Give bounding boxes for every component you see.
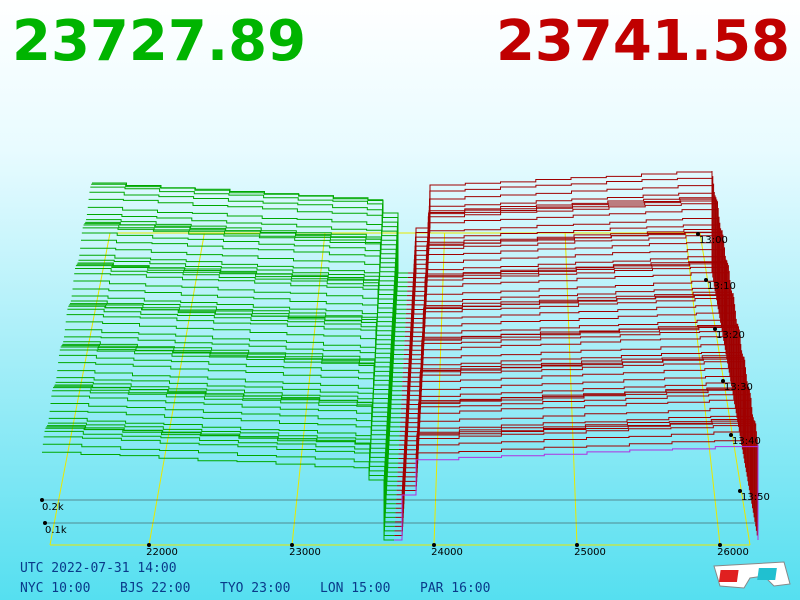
time-tick	[721, 379, 725, 383]
clock-label: TYO 23:00	[220, 581, 290, 596]
price-label: 22000	[146, 547, 178, 558]
bid-depth-line	[65, 321, 401, 414]
price-label: 26000	[717, 547, 749, 558]
clock-label: NYC 10:00	[20, 581, 90, 596]
bid-depth-line	[49, 410, 397, 500]
clock-label: BJS 22:00	[120, 581, 190, 596]
time-label: 13:40	[732, 436, 761, 447]
clock-label: LON 15:00	[320, 581, 390, 596]
price-label: 23000	[289, 547, 321, 558]
price-label: 24000	[431, 547, 463, 558]
time-tick	[704, 278, 708, 282]
clock-label: PAR 16:00	[420, 581, 490, 596]
volume-label: 0.2k	[42, 502, 64, 513]
price-tick	[718, 543, 722, 547]
price-grid-line	[564, 232, 578, 546]
price-tick	[147, 543, 151, 547]
time-label: 13:20	[716, 330, 745, 341]
floor-grid	[42, 232, 755, 546]
3d-glasses-icon[interactable]	[713, 561, 791, 589]
ask-depth-line	[394, 444, 759, 541]
price-grid-line	[685, 232, 721, 546]
utc-time: UTC 2022-07-31 14:00	[20, 561, 177, 576]
bid-depth-line	[86, 214, 407, 301]
price-tick	[575, 543, 579, 547]
volume-tick	[43, 521, 47, 525]
time-label: 13:30	[724, 382, 753, 393]
world-clocks: NYC 10:00 BJS 22:00 TYO 23:00 LON 15:00 PAR …	[20, 581, 490, 596]
time-label: 13:50	[741, 492, 770, 503]
volume-label: 0.1k	[45, 525, 67, 536]
bid-price: 23727.89	[12, 9, 306, 74]
time-tick	[738, 489, 742, 493]
bid-depth-line	[64, 336, 401, 423]
bid-depth-line	[58, 362, 399, 455]
ask-price: 23741.58	[496, 9, 790, 74]
bid-depth-line	[80, 247, 405, 337]
price-tick	[290, 543, 294, 547]
time-label: 13:00	[699, 235, 728, 246]
volume-tick	[40, 498, 44, 502]
time-tick	[729, 433, 733, 437]
depth-lines	[42, 171, 759, 541]
price-label: 25000	[574, 547, 606, 558]
axis-labels: 22000 23000 24000 25000 26000 13:00 13:10 13:20…	[40, 232, 770, 558]
price-tick	[432, 543, 436, 547]
bid-depth-line	[88, 198, 408, 292]
time-label: 13:10	[707, 281, 736, 292]
time-tick	[713, 327, 717, 331]
time-tick	[696, 232, 700, 236]
bid-depth-line	[42, 451, 394, 541]
floor-left-edge	[49, 232, 111, 546]
bid-depth-line	[72, 288, 403, 378]
